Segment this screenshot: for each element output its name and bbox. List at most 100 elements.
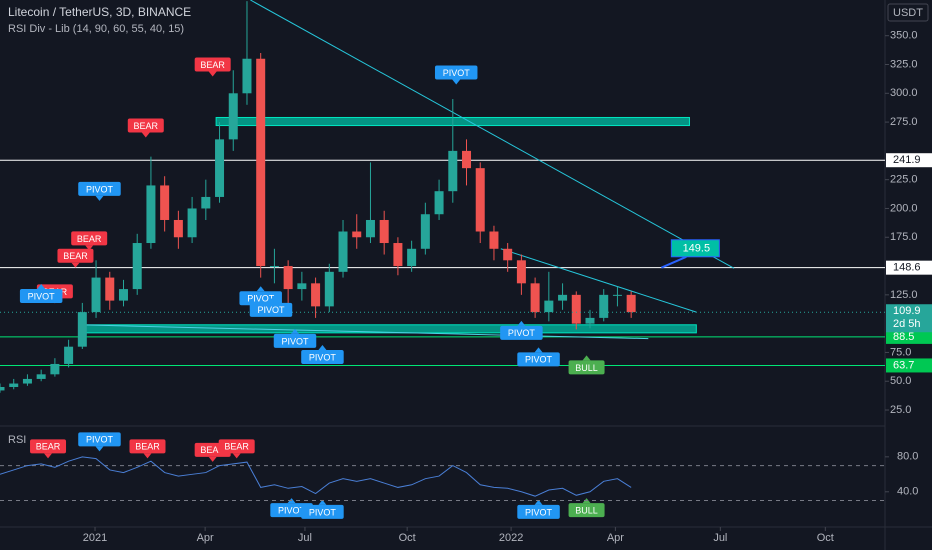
y-tick-label: 300.0 <box>890 87 918 99</box>
candle-body <box>448 150 458 192</box>
candle-body <box>516 260 526 284</box>
candle-body <box>297 283 307 290</box>
annotation-pointer <box>141 132 150 138</box>
annotation-pointer <box>517 320 526 326</box>
candle-body <box>201 196 211 209</box>
candle-body <box>215 139 225 197</box>
target-box <box>670 239 720 258</box>
annotation-box <box>78 432 121 447</box>
candle-body <box>475 168 485 232</box>
currency[interactable]: USDT <box>893 7 923 19</box>
candle-body <box>228 93 238 140</box>
annotation-pointer <box>71 262 80 268</box>
annotation-pointer <box>534 347 543 353</box>
annotation-box <box>127 118 164 133</box>
annotation-box <box>273 333 317 348</box>
candle-body <box>558 294 568 301</box>
annotation-pointer <box>85 245 94 251</box>
y-tick-label: 200.0 <box>890 202 918 214</box>
annotation-box <box>568 503 605 518</box>
annotation-box <box>568 360 605 375</box>
annotation-box <box>19 289 63 304</box>
candle-body <box>50 363 60 375</box>
annotation-box <box>30 439 67 454</box>
annotation: PIVOT <box>309 507 337 517</box>
candle-body <box>311 283 321 307</box>
annotation-pointer <box>232 453 241 459</box>
candle-body <box>338 231 348 272</box>
annotation-box <box>249 302 293 317</box>
x-tick-label: Oct <box>399 532 416 544</box>
annotation-box <box>500 325 543 340</box>
target-pointer <box>660 255 687 269</box>
plot-area: 149.5BEARBEARPIVOTBEARBEARBEARPIVOTPIVOT… <box>0 0 885 519</box>
candle-body <box>269 266 279 268</box>
annotation-pointer <box>95 195 104 201</box>
candle-body <box>256 58 266 267</box>
annotation-pointer <box>318 499 327 505</box>
y-tick-label: 225.0 <box>890 174 918 186</box>
x-tick-label: Apr <box>197 532 214 544</box>
candle-body <box>489 231 499 249</box>
currency-box[interactable] <box>887 3 929 22</box>
candle-body <box>585 317 595 324</box>
annotation-box <box>57 248 94 263</box>
level-label: 241.9 <box>893 154 921 166</box>
level-tag <box>886 358 932 373</box>
countdown: 2d 5h <box>893 318 921 330</box>
candle-body <box>132 243 142 290</box>
candle-body <box>626 294 636 313</box>
annotation-pointer <box>291 328 299 334</box>
x-tick-label: Jul <box>298 532 312 544</box>
last-price: 109.9 <box>893 305 921 317</box>
trendline <box>500 248 697 313</box>
annotation: PIVOT <box>247 294 275 304</box>
annotation: BEAR <box>200 445 225 455</box>
level-tag <box>886 329 932 344</box>
candle-body <box>420 214 430 249</box>
annotation: PIVOT <box>309 352 337 362</box>
x-tick-label: Apr <box>607 532 624 544</box>
annotation-pointer <box>208 456 217 462</box>
candle-body <box>146 185 156 244</box>
annotation: BULL <box>575 363 598 373</box>
annotation-box <box>301 504 344 519</box>
candle-body <box>324 271 334 307</box>
annotation-pointer <box>208 71 217 77</box>
rsi-tick-label: 80.0 <box>897 451 918 463</box>
annotation: PIVOT <box>257 305 285 315</box>
candle-body <box>77 312 87 347</box>
annotation-box <box>78 181 121 196</box>
y-tick-label: 75.0 <box>890 346 911 358</box>
indicator-title: RSI Div - Lib (14, 90, 60, 55, 40, 15) <box>8 23 184 35</box>
candle-body <box>434 191 444 215</box>
candle-body <box>462 150 472 169</box>
annotation-pointer <box>37 284 46 290</box>
rsi-tick-label: 40.0 <box>897 486 918 498</box>
annotation-box <box>218 439 255 454</box>
annotation-box <box>129 439 166 454</box>
candle-body <box>352 231 362 238</box>
annotation: PIVOT <box>443 68 471 78</box>
annotation: BEAR <box>200 60 225 70</box>
level-tag <box>886 153 932 168</box>
annotation-box <box>517 504 560 519</box>
target-label: 149.5 <box>683 243 711 255</box>
annotation-pointer <box>534 499 543 505</box>
annotation: BEAR <box>224 442 249 452</box>
candle-body <box>118 289 128 301</box>
level-label: 63.7 <box>893 359 914 371</box>
annotation-box <box>301 350 344 365</box>
annotation: BEAR <box>135 442 160 452</box>
annotation: BEAR <box>134 121 159 131</box>
x-tick-label: Oct <box>817 532 834 544</box>
candle-body <box>91 277 101 313</box>
candle-body <box>9 383 19 387</box>
candle-body <box>407 248 417 267</box>
candle-body <box>283 266 293 290</box>
x-tick-label: 2022 <box>499 532 523 544</box>
annotation-pointer <box>582 355 591 361</box>
annotation: PIVOT <box>508 328 536 338</box>
